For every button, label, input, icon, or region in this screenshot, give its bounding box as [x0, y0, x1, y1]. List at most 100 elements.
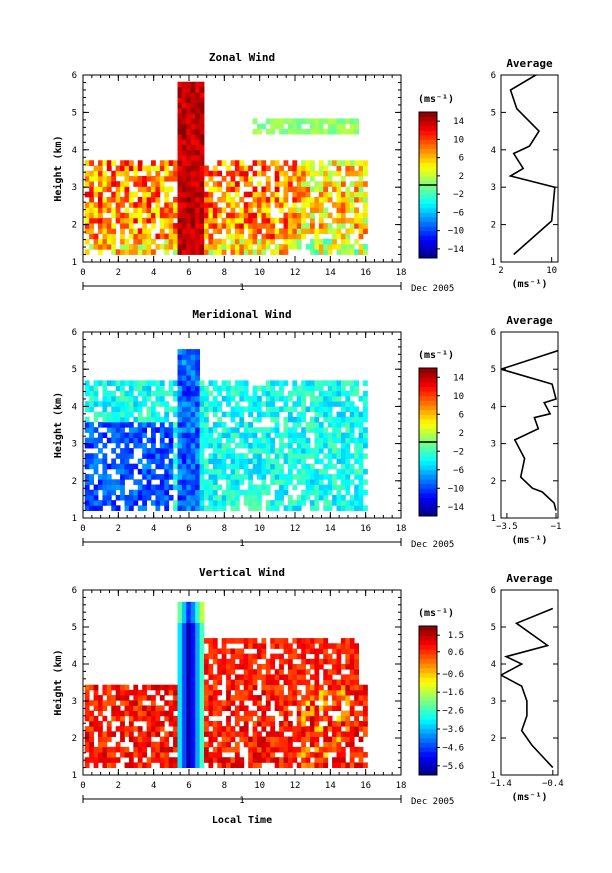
y-tick-label: 1: [72, 771, 77, 781]
y-tick-label: 3: [72, 440, 77, 450]
colorbar-tick-label: 14: [453, 117, 464, 127]
average-y-tick-label: 4: [491, 146, 496, 156]
colorbar: 14 10 6 2 −2 −6 −10 −14 (ms⁻¹): [418, 350, 464, 517]
y-tick-label: 4: [72, 146, 77, 156]
y-axis-label: Height (km): [52, 392, 64, 458]
colorbar-tick-label: −2.6: [442, 707, 464, 717]
x-tick-label: 16: [360, 268, 371, 278]
y-tick-label: 5: [72, 365, 77, 375]
colorbar: 14 10 6 2 −2 −6 −10 −14 (ms⁻¹): [418, 94, 464, 259]
average-y-tick-label: 6: [491, 586, 496, 596]
average-x-tick-label: 2: [498, 266, 503, 276]
x-axis-label: Local Time: [212, 814, 272, 826]
average-x-tick-label: −1.4: [490, 779, 512, 789]
y-tick-label: 6: [72, 71, 77, 81]
date-month-label: Dec 2005: [411, 797, 454, 807]
average-panel: Average 1 2 3 4 5 6 −3.5 −1 (ms⁻¹): [491, 314, 562, 546]
x-tick-label: 10: [254, 524, 265, 534]
colorbar-unit: (ms⁻¹): [418, 608, 454, 619]
average-y-tick-label: 4: [491, 402, 496, 412]
colorbar-unit: (ms⁻¹): [418, 94, 454, 105]
average-profile-line: [501, 349, 558, 511]
average-y-tick-label: 2: [491, 734, 496, 744]
average-y-tick-label: 2: [491, 221, 496, 231]
x-tick-label: 14: [325, 524, 336, 534]
x-tick-label: 4: [151, 268, 156, 278]
x-tick-label: 0: [80, 781, 85, 791]
average-y-tick-label: 4: [491, 660, 496, 670]
x-tick-label: 12: [290, 781, 301, 791]
average-y-tick-label: 3: [491, 183, 496, 193]
average-y-tick-label: 5: [491, 365, 496, 375]
y-tick-label: 6: [72, 586, 77, 596]
colorbar-tick-label: −14: [448, 503, 464, 513]
average-title: Average: [506, 57, 553, 70]
colorbar-tick-label: −1.6: [442, 688, 464, 698]
average-y-tick-label: 1: [491, 771, 496, 781]
colorbar-tick-label: 1.5: [448, 631, 464, 641]
colorbar-tick-label: −4.6: [442, 743, 464, 753]
y-tick-label: 2: [72, 477, 77, 487]
average-y-tick-label: 2: [491, 477, 496, 487]
x-tick-label: 8: [222, 781, 227, 791]
average-y-tick-label: 6: [491, 328, 496, 338]
date-day-label: 1: [239, 796, 244, 806]
x-tick-label: 12: [290, 524, 301, 534]
panel-title: Vertical Wind: [199, 566, 285, 579]
average-x-label: (ms⁻¹): [511, 279, 547, 290]
heatmap-cells: [84, 601, 368, 768]
colorbar-tick-label: 10: [453, 135, 464, 145]
colorbar-tick-label: 14: [453, 373, 464, 383]
average-profile-line: [508, 75, 556, 256]
x-tick-label: 6: [186, 781, 191, 791]
y-tick-label: 5: [72, 108, 77, 118]
y-tick-label: 5: [72, 623, 77, 633]
colorbar: 1.5 0.6 −0.6 −1.6 −2.6 −3.6 −4.6 −5.6 (ms⁻¹): [418, 608, 464, 776]
x-tick-label: 10: [254, 268, 265, 278]
x-tick-label: 4: [151, 781, 156, 791]
x-tick-label: 8: [222, 268, 227, 278]
colorbar-tick-label: −6: [453, 208, 464, 218]
y-tick-label: 2: [72, 221, 77, 231]
date-month-label: Dec 2005: [411, 540, 454, 550]
x-tick-label: 2: [116, 781, 121, 791]
y-tick-label: 3: [72, 183, 77, 193]
average-frame: [500, 589, 559, 776]
colorbar-tick-label: −2: [453, 447, 464, 457]
x-tick-label: 0: [80, 268, 85, 278]
average-y-tick-label: 5: [491, 623, 496, 633]
panel-title: Zonal Wind: [209, 51, 275, 64]
average-y-tick-label: 1: [491, 514, 496, 524]
y-tick-label: 1: [72, 514, 77, 524]
panel-title: Meridional Wind: [192, 308, 291, 321]
y-tick-label: 2: [72, 734, 77, 744]
x-tick-label: 4: [151, 524, 156, 534]
colorbar-tick-label: 10: [453, 392, 464, 402]
y-tick-label: 1: [72, 258, 77, 268]
colorbar-tick-label: 6: [459, 154, 464, 164]
average-title: Average: [506, 314, 553, 327]
average-frame: [500, 74, 559, 263]
average-y-tick-label: 6: [491, 71, 496, 81]
colorbar-tick-label: 2: [459, 429, 464, 439]
x-tick-label: 6: [186, 524, 191, 534]
x-tick-label: 0: [80, 524, 85, 534]
colorbar-tick-label: −5.6: [442, 762, 464, 772]
average-x-tick-label: −1: [551, 522, 562, 532]
colorbar-tick-label: −10: [448, 484, 464, 494]
heatmap-cells: [84, 349, 368, 511]
x-tick-label: 2: [116, 524, 121, 534]
colorbar-tick-label: −6: [453, 466, 464, 476]
x-tick-label: 18: [396, 524, 407, 534]
average-x-tick-label: 10: [546, 266, 557, 276]
colorbar-tick-label: 6: [459, 410, 464, 420]
average-x-tick-label: −0.4: [542, 779, 564, 789]
date-day-label: 1: [239, 539, 244, 549]
colorbar-tick-label: 2: [459, 172, 464, 182]
date-day-label: 1: [239, 283, 244, 293]
